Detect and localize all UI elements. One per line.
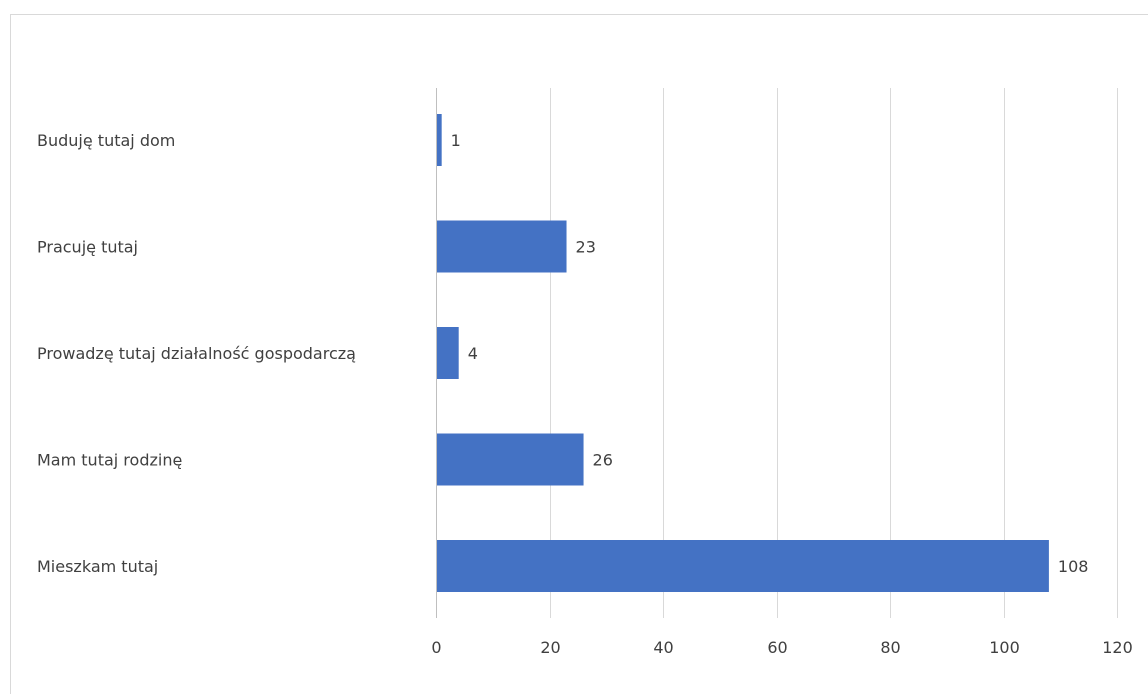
data-label: 23: [576, 238, 596, 257]
category-label: Prowadzę tutaj działalność gospodarczą: [37, 344, 356, 363]
x-tick-label: 0: [431, 638, 441, 657]
bar: [437, 540, 1049, 592]
x-tick-label: 120: [1102, 638, 1133, 657]
category-label: Mieszkam tutaj: [37, 557, 158, 576]
data-label: 1: [451, 131, 461, 150]
bar-chart: 0 20 40 60 80 100 120 Buduję tutaj dom 1 Pracuję …: [37, 88, 1133, 657]
bar: [437, 433, 584, 486]
data-label: 108: [1058, 557, 1089, 576]
bar: [437, 220, 567, 273]
bar: [437, 327, 459, 379]
category-label: Buduję tutaj dom: [37, 131, 175, 150]
x-tick-label: 60: [767, 638, 787, 657]
x-tick-label: 100: [989, 638, 1020, 657]
x-tick-label: 20: [540, 638, 560, 657]
category-label: Mam tutaj rodzinę: [37, 451, 182, 470]
bar: [437, 114, 442, 166]
data-label: 26: [593, 451, 613, 470]
x-tick-label: 80: [880, 638, 900, 657]
data-label: 4: [468, 344, 478, 363]
x-tick-label: 40: [653, 638, 673, 657]
category-label: Pracuję tutaj: [37, 238, 138, 257]
